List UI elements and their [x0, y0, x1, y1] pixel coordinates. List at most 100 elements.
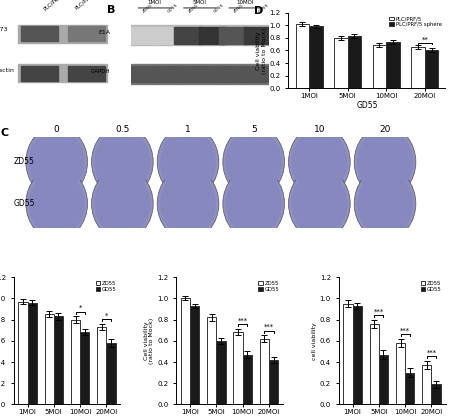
Bar — [131, 25, 269, 45]
Bar — [309, 26, 323, 88]
Bar — [131, 64, 269, 84]
Bar — [68, 26, 105, 41]
Text: *: * — [105, 312, 108, 319]
Ellipse shape — [157, 126, 219, 198]
Bar — [54, 317, 63, 404]
Text: PLC/PRF/5: PLC/PRF/5 — [43, 0, 66, 11]
Text: C: C — [0, 128, 9, 138]
Ellipse shape — [160, 129, 216, 195]
Text: **: ** — [422, 36, 428, 42]
Bar — [97, 327, 106, 404]
Bar — [106, 343, 116, 404]
Ellipse shape — [160, 171, 216, 236]
Text: ZD55: ZD55 — [188, 3, 199, 13]
Text: 5: 5 — [251, 125, 256, 134]
Ellipse shape — [354, 168, 416, 240]
Ellipse shape — [29, 171, 85, 236]
Legend: ZD55, GD55: ZD55, GD55 — [420, 280, 443, 293]
Bar — [425, 50, 438, 88]
Text: 0: 0 — [54, 125, 59, 134]
Text: GD55: GD55 — [167, 2, 179, 13]
Text: GD55: GD55 — [212, 2, 225, 13]
Ellipse shape — [288, 126, 350, 198]
Legend: PLC/PRF/5, PLC/PRF/5 sphere: PLC/PRF/5, PLC/PRF/5 sphere — [388, 15, 443, 28]
Legend: ZD55, GD55: ZD55, GD55 — [257, 280, 280, 293]
Bar — [243, 354, 252, 404]
Y-axis label: Cell viability
(ratio to Mock): Cell viability (ratio to Mock) — [144, 318, 154, 364]
Bar — [370, 324, 379, 404]
Bar — [71, 319, 80, 404]
Bar — [45, 314, 54, 404]
Bar — [27, 303, 37, 404]
Ellipse shape — [354, 126, 416, 198]
Y-axis label: cell viability: cell viability — [312, 322, 317, 360]
Bar — [129, 65, 156, 83]
Text: ZD55: ZD55 — [14, 158, 35, 166]
Bar — [153, 65, 181, 83]
Ellipse shape — [91, 168, 153, 240]
Bar — [422, 365, 432, 404]
Ellipse shape — [94, 171, 150, 236]
Text: E1A: E1A — [99, 30, 111, 35]
Bar — [181, 298, 190, 404]
Ellipse shape — [292, 171, 347, 236]
Ellipse shape — [29, 129, 85, 195]
Text: 1: 1 — [185, 125, 191, 134]
Bar — [348, 36, 361, 88]
Ellipse shape — [26, 126, 88, 198]
Text: *: * — [78, 305, 82, 311]
Ellipse shape — [223, 126, 284, 198]
Bar — [244, 65, 271, 83]
Bar — [18, 301, 27, 404]
Text: PLC/PRF/5sphere: PLC/PRF/5sphere — [74, 0, 112, 11]
Bar — [174, 27, 202, 44]
Text: ZD55: ZD55 — [142, 3, 154, 13]
Bar — [129, 27, 156, 44]
Bar — [234, 332, 243, 404]
Bar — [219, 27, 247, 44]
Text: 20: 20 — [379, 125, 391, 134]
Text: D: D — [254, 6, 263, 16]
Bar — [343, 304, 353, 404]
Bar — [21, 65, 58, 81]
Ellipse shape — [292, 129, 347, 195]
Ellipse shape — [288, 168, 350, 240]
Ellipse shape — [94, 129, 150, 195]
Bar — [373, 45, 386, 88]
Bar — [18, 64, 107, 83]
Bar — [396, 343, 405, 404]
X-axis label: GD55: GD55 — [356, 101, 378, 111]
Text: 10: 10 — [314, 125, 325, 134]
Bar — [207, 317, 216, 404]
Bar — [353, 306, 362, 404]
Y-axis label: Cell viability
(ratio to Mock): Cell viability (ratio to Mock) — [256, 28, 267, 74]
Text: GD55: GD55 — [258, 2, 270, 13]
Ellipse shape — [91, 126, 153, 198]
Text: ***: *** — [238, 318, 248, 324]
Bar — [18, 25, 107, 43]
Bar — [198, 65, 226, 83]
Text: ZD55: ZD55 — [233, 3, 245, 13]
Text: GP73: GP73 — [0, 28, 9, 33]
Ellipse shape — [226, 129, 282, 195]
Text: 1MOI: 1MOI — [148, 0, 162, 5]
Bar — [21, 26, 58, 41]
Text: ***: *** — [427, 350, 436, 356]
Text: ***: *** — [400, 327, 410, 333]
Ellipse shape — [226, 171, 282, 236]
Bar — [219, 65, 247, 83]
Bar — [174, 65, 202, 83]
Text: 5MOI: 5MOI — [193, 0, 207, 5]
Text: B: B — [107, 5, 115, 15]
Bar — [379, 354, 388, 404]
Bar — [386, 42, 400, 88]
Ellipse shape — [357, 171, 413, 236]
Bar — [269, 360, 278, 404]
Bar — [411, 47, 425, 88]
Bar — [80, 332, 89, 404]
Bar — [260, 339, 269, 404]
Text: GD55: GD55 — [14, 199, 35, 208]
Ellipse shape — [223, 168, 284, 240]
Bar — [198, 27, 226, 44]
Legend: ZD55, GD55: ZD55, GD55 — [94, 280, 118, 293]
